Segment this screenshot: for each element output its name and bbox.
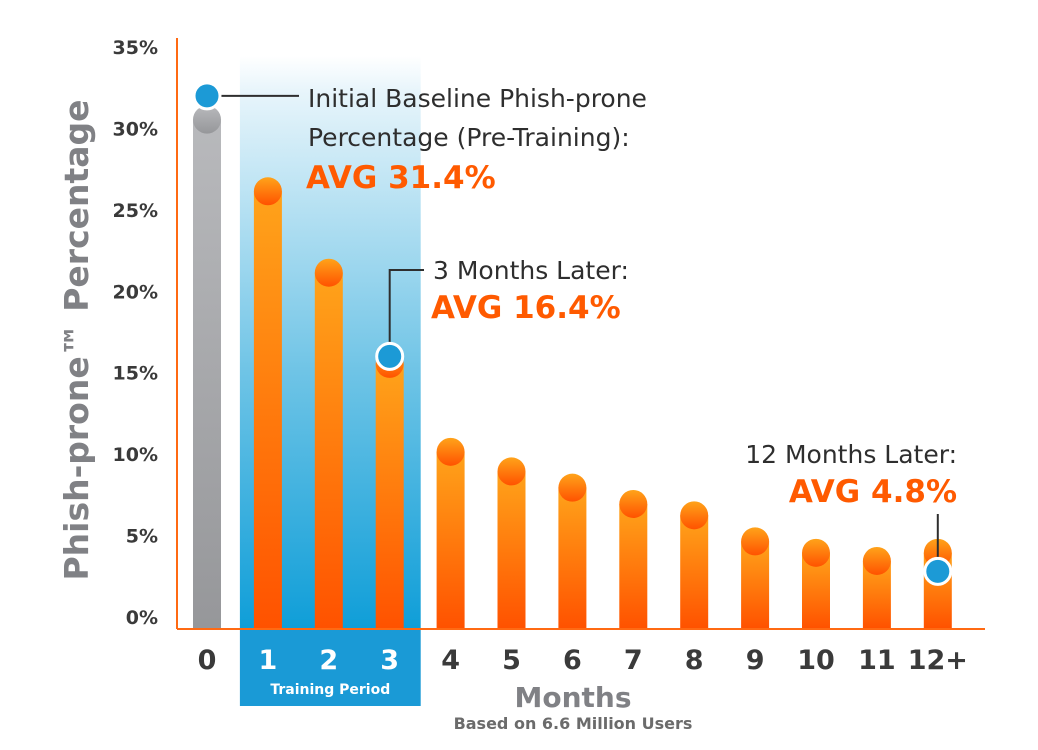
bar-11 — [862, 546, 891, 628]
x-ticks-group: 0 1 2 3 4 5 6 7 8 9 10 11 12+ — [198, 645, 968, 676]
bar-1 — [253, 177, 282, 629]
bar-8 — [680, 501, 709, 628]
y-tick-label: 35% — [113, 37, 158, 59]
bar-2 — [314, 258, 343, 628]
marker-month-0 — [192, 81, 222, 111]
source-note: Based on 6.6 Million Users — [454, 714, 693, 733]
annotation-3months-line1: 3 Months Later: — [433, 256, 629, 285]
y-tick-label: 20% — [113, 281, 158, 303]
x-tick-label: 1 — [259, 645, 278, 676]
x-tick-label: 12+ — [908, 645, 968, 676]
annotation-connectors — [221, 94, 939, 558]
y-tick-label: 15% — [113, 363, 158, 385]
x-tick-label: 2 — [319, 645, 338, 676]
y-tick-label: 30% — [113, 118, 158, 140]
y-tick-label: 0% — [126, 607, 158, 629]
x-tick-label: 9 — [746, 645, 765, 676]
x-tick-label: 11 — [858, 645, 896, 676]
marker-month-12+ — [923, 556, 953, 586]
bar-0 — [193, 105, 221, 628]
x-tick-label: 3 — [380, 645, 399, 676]
bar-5 — [497, 457, 526, 628]
bar-6 — [558, 473, 587, 628]
x-tick-label: 5 — [502, 645, 521, 676]
connector-3months — [388, 269, 424, 343]
markers-group — [192, 81, 953, 586]
annotation-12months-line1: 12 Months Later: — [745, 440, 957, 469]
bar-7 — [619, 489, 648, 628]
x-tick-label: 7 — [624, 645, 643, 676]
x-tick-label: 0 — [198, 645, 217, 676]
y-axis-label: Phish-prone™ Percentage — [57, 99, 96, 580]
annotation-12months-avg: AVG 4.8% — [789, 474, 957, 510]
bars-group — [193, 105, 952, 629]
training-period-label-box — [239, 629, 421, 706]
annotation-baseline-avg: AVG 31.4% — [306, 160, 496, 196]
y-tick-label: 25% — [113, 200, 158, 222]
x-tick-label: 8 — [685, 645, 704, 676]
x-axis-label: Months — [514, 681, 631, 714]
y-tick-label: 5% — [126, 526, 158, 548]
annotation-3months-avg: AVG 16.4% — [431, 290, 621, 326]
y-tick-label: 10% — [113, 444, 158, 466]
x-tick-label: 10 — [797, 645, 835, 676]
bar-9 — [741, 527, 770, 628]
x-tick-label: 6 — [563, 645, 582, 676]
training-period-label: Training Period — [270, 682, 390, 698]
annotation-baseline-line1: Initial Baseline Phish-prone — [308, 84, 647, 113]
bar-3 — [375, 349, 404, 628]
marker-month-3 — [375, 341, 405, 371]
bar-10 — [802, 538, 830, 628]
bar-4 — [436, 437, 465, 628]
annotation-baseline-line2: Percentage (Pre-Training): — [308, 123, 630, 152]
y-ticks-group: 0% 5% 10% 15% 20% 25% 30% 35% — [113, 37, 158, 629]
x-tick-label: 4 — [441, 645, 460, 676]
